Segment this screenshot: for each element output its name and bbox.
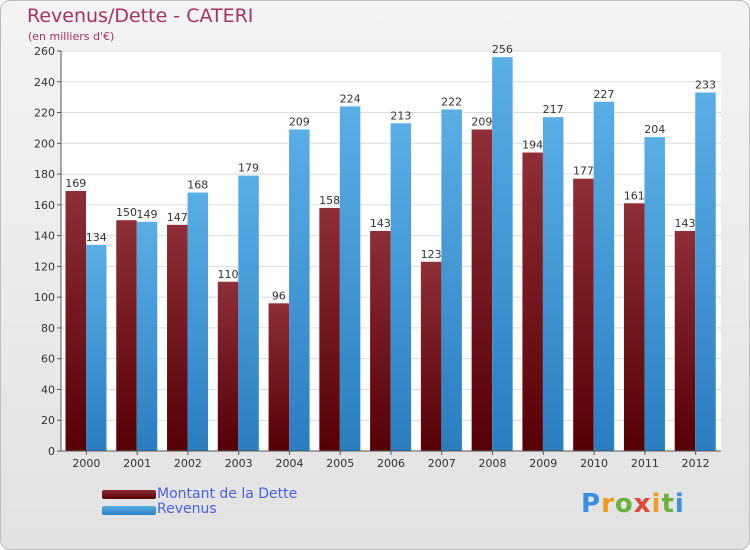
bar-revenus <box>238 175 259 451</box>
bar-dette <box>370 231 391 451</box>
bar-revenus <box>289 129 310 451</box>
data-label-revenus: 256 <box>492 43 513 56</box>
bar-dette <box>573 178 594 451</box>
bar-revenus <box>542 117 564 452</box>
y-tick-label: 60 <box>41 353 55 366</box>
y-tick-label: 100 <box>34 291 55 304</box>
data-label-revenus: 149 <box>137 208 158 221</box>
bar-revenus <box>593 101 615 452</box>
data-label-dette: 177 <box>573 165 594 178</box>
x-tick-label: 2012 <box>682 457 710 470</box>
bar-dette <box>319 207 340 451</box>
data-label-revenus: 233 <box>695 79 716 92</box>
y-tick-label: 200 <box>34 137 55 150</box>
x-tick-label: 2010 <box>580 457 608 470</box>
legend-label-revenus: Revenus <box>157 501 217 517</box>
x-tick-label: 2008 <box>479 457 507 470</box>
bar-revenus <box>695 92 716 452</box>
bar-dette <box>674 231 696 451</box>
y-tick-label: 80 <box>41 322 55 335</box>
data-label-dette: 96 <box>272 289 286 302</box>
x-tick-label: 2011 <box>631 457 659 470</box>
data-label-revenus: 179 <box>238 162 259 175</box>
bar-dette <box>65 191 86 451</box>
y-tick-label: 220 <box>34 107 55 120</box>
proxiti-logo: Proxiti <box>581 489 685 519</box>
chart-title: Revenus/Dette - CATERI <box>27 5 254 27</box>
x-tick-label: 2004 <box>275 457 303 470</box>
bar-revenus <box>644 137 665 451</box>
data-label-dette: 123 <box>421 248 442 261</box>
x-tick-label: 2006 <box>377 457 405 470</box>
y-tick-label: 160 <box>34 199 55 212</box>
data-label-dette: 158 <box>319 194 340 207</box>
x-tick-label: 2002 <box>174 457 202 470</box>
x-tick-label: 2003 <box>225 457 253 470</box>
data-label-dette: 161 <box>624 189 645 202</box>
y-tick-label: 140 <box>34 230 55 243</box>
y-tick-label: 0 <box>48 445 55 458</box>
data-label-dette: 143 <box>674 217 695 230</box>
y-tick-label: 120 <box>34 260 55 273</box>
bar-revenus <box>492 57 513 452</box>
x-tick-label: 2007 <box>428 457 456 470</box>
bar-dette <box>420 261 442 451</box>
bar-revenus <box>86 244 107 451</box>
bar-revenus <box>339 106 361 451</box>
y-tick-label: 240 <box>34 76 55 89</box>
bar-revenus <box>390 123 412 452</box>
bar-revenus <box>187 192 209 452</box>
bar-dette <box>116 220 137 451</box>
data-label-dette: 169 <box>65 177 86 190</box>
y-tick-label: 40 <box>41 383 55 396</box>
bar-dette <box>471 129 493 451</box>
x-tick-label: 2000 <box>72 457 100 470</box>
data-label-dette: 147 <box>167 211 188 224</box>
data-label-revenus: 224 <box>340 92 361 105</box>
bar-dette <box>522 152 543 452</box>
data-label-revenus: 204 <box>644 123 665 136</box>
bar-revenus <box>136 221 158 451</box>
x-tick-label: 2005 <box>326 457 354 470</box>
data-label-revenus: 217 <box>543 103 564 116</box>
data-label-revenus: 168 <box>187 179 208 192</box>
data-label-dette: 150 <box>116 206 137 219</box>
data-label-revenus: 134 <box>86 231 107 244</box>
x-tick-label: 2009 <box>529 457 557 470</box>
y-tick-label: 260 <box>34 45 55 58</box>
x-tick-label: 2001 <box>123 457 151 470</box>
bar-dette <box>167 224 188 451</box>
bar-dette <box>268 303 290 451</box>
data-label-dette: 194 <box>522 139 543 152</box>
data-label-dette: 209 <box>471 115 492 128</box>
data-label-dette: 143 <box>370 217 391 230</box>
legend-swatch-dette <box>102 490 156 499</box>
chart-subtitle: (en milliers d'€) <box>28 30 115 43</box>
data-label-revenus: 222 <box>441 95 462 108</box>
legend-label-dette: Montant de la Dette <box>157 486 298 502</box>
data-label-dette: 110 <box>218 268 239 281</box>
legend-swatch-revenus <box>102 506 156 515</box>
data-label-revenus: 213 <box>390 109 411 122</box>
data-label-revenus: 227 <box>593 88 614 101</box>
bar-dette <box>217 281 239 451</box>
data-label-revenus: 209 <box>289 115 310 128</box>
bar-dette <box>623 203 645 451</box>
y-tick-label: 180 <box>34 168 55 181</box>
bar-revenus <box>441 109 462 451</box>
y-tick-label: 20 <box>41 414 55 427</box>
